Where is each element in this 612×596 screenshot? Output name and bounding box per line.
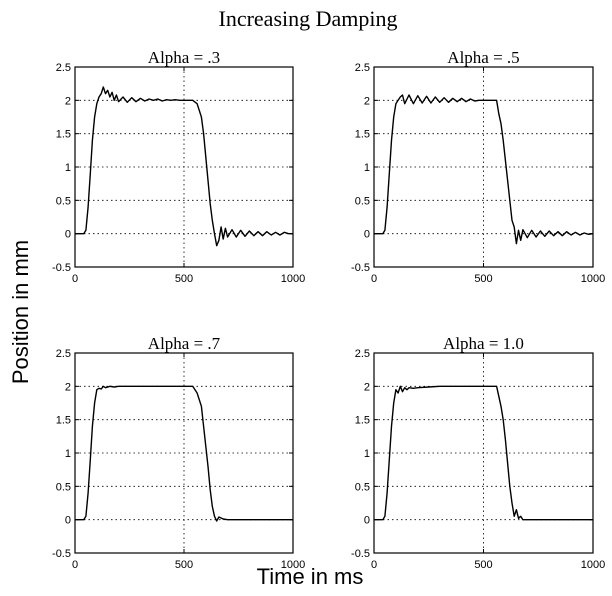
x-tick-label: 500: [175, 559, 193, 571]
y-tick-label: -0.5: [52, 262, 71, 274]
y-tick-label: 0: [65, 515, 71, 527]
y-tick-label: 2.5: [56, 62, 71, 74]
y-tick-label: 2.5: [355, 62, 370, 74]
x-tick-label: 0: [371, 559, 377, 571]
y-tick-label: 1: [364, 448, 370, 460]
y-tick-label: -0.5: [52, 548, 71, 560]
y-tick-label: -0.5: [351, 548, 370, 560]
figure-title: Increasing Damping: [219, 6, 398, 31]
y-tick-label: 0.5: [355, 481, 370, 493]
y-tick-label: 0: [364, 229, 370, 241]
series-line: [75, 385, 293, 522]
y-tick-label: 0.5: [355, 195, 370, 207]
y-tick-label: 0: [65, 229, 71, 241]
y-tick-label: 1: [364, 162, 370, 174]
x-tick-label: 500: [474, 273, 492, 285]
subplot-title: Alpha = .3: [148, 48, 220, 67]
y-tick-label: 1.5: [355, 415, 370, 427]
x-axis-label: Time in ms: [257, 564, 364, 589]
x-tick-label: 1000: [581, 273, 605, 285]
series-line: [374, 94, 594, 245]
y-tick-label: 2: [65, 95, 71, 107]
x-tick-label: 0: [72, 273, 78, 285]
series-line: [75, 86, 293, 247]
series-line: [374, 385, 593, 521]
subplot-title: Alpha = .7: [148, 334, 221, 353]
x-tick-label: 0: [72, 559, 78, 571]
subplot-title: Alpha = 1.0: [443, 334, 524, 353]
y-tick-label: 1.5: [56, 415, 71, 427]
x-tick-label: 1000: [281, 273, 305, 285]
y-tick-label: 1: [65, 448, 71, 460]
subplot-title: Alpha = .5: [447, 48, 519, 67]
x-tick-label: 500: [175, 273, 193, 285]
y-tick-label: -0.5: [351, 262, 370, 274]
y-tick-label: 0.5: [56, 195, 71, 207]
y-axis-label: Position in mm: [8, 240, 33, 384]
x-tick-label: 1000: [281, 559, 305, 571]
y-tick-label: 1.5: [56, 129, 71, 141]
y-tick-label: 2.5: [56, 348, 71, 360]
y-tick-label: 2: [364, 381, 370, 393]
y-tick-label: 0.5: [56, 481, 71, 493]
y-tick-label: 2: [364, 95, 370, 107]
y-tick-label: 2.5: [355, 348, 370, 360]
x-tick-label: 1000: [581, 559, 605, 571]
y-tick-label: 0: [364, 515, 370, 527]
x-tick-label: 0: [371, 273, 377, 285]
y-tick-label: 1: [65, 162, 71, 174]
x-tick-label: 500: [474, 559, 492, 571]
y-tick-label: 1.5: [355, 129, 370, 141]
y-tick-label: 2: [65, 381, 71, 393]
